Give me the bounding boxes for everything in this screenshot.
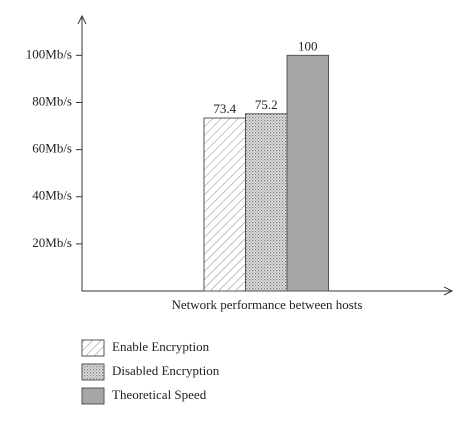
y-tick-label: 80Mb/s (32, 93, 72, 108)
y-tick-label: 60Mb/s (32, 141, 72, 156)
data-label: 75.2 (255, 97, 278, 112)
data-label: 73.4 (213, 101, 236, 116)
legend-swatch (81, 363, 105, 381)
bar (245, 113, 288, 292)
legend-label: Enable Encryption (112, 339, 210, 354)
y-tick-label: 100Mb/s (26, 46, 72, 61)
bar (203, 117, 246, 292)
legend-swatch (81, 339, 105, 357)
legend-label: Theoretical Speed (112, 387, 207, 402)
data-label: 100 (298, 38, 318, 53)
y-tick-label: 40Mb/s (32, 188, 72, 203)
y-tick-label: 20Mb/s (32, 235, 72, 250)
legend-swatch (81, 387, 105, 405)
legend-label: Disabled Encryption (112, 363, 220, 378)
x-axis-label: Network performance between hosts (172, 297, 363, 312)
bar (286, 54, 329, 292)
